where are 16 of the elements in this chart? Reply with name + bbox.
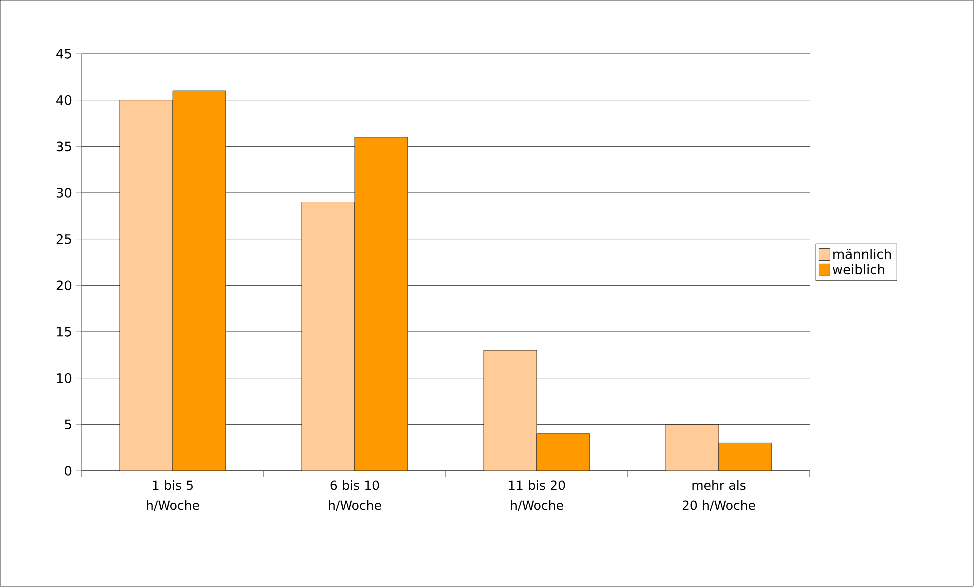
x-tick-label: mehr als 20 h/Woche: [682, 480, 756, 512]
y-tick-label: 40: [56, 95, 72, 106]
x-tick-label: 1 bis 5 h/Woche: [147, 480, 200, 512]
y-tick-label: 15: [57, 327, 72, 337]
y-tick-label: 25: [56, 234, 72, 244]
y-tick-label: 20: [56, 280, 72, 291]
x-tick-label: 6 bis 10 h/Woche: [329, 480, 382, 512]
x-tick-label: 11 bis 20 h/Woche: [509, 480, 566, 512]
y-tick-label: 0: [65, 466, 72, 476]
y-tick-label: 10: [57, 373, 72, 384]
y-tick-label: 45: [56, 49, 72, 59]
y-tick-label: 30: [56, 188, 72, 198]
y-tick-label: 35: [56, 142, 72, 152]
legend-label: männlich: [834, 249, 892, 260]
y-tick-label: 5: [65, 420, 72, 430]
legend-label: weiblich: [832, 264, 884, 275]
